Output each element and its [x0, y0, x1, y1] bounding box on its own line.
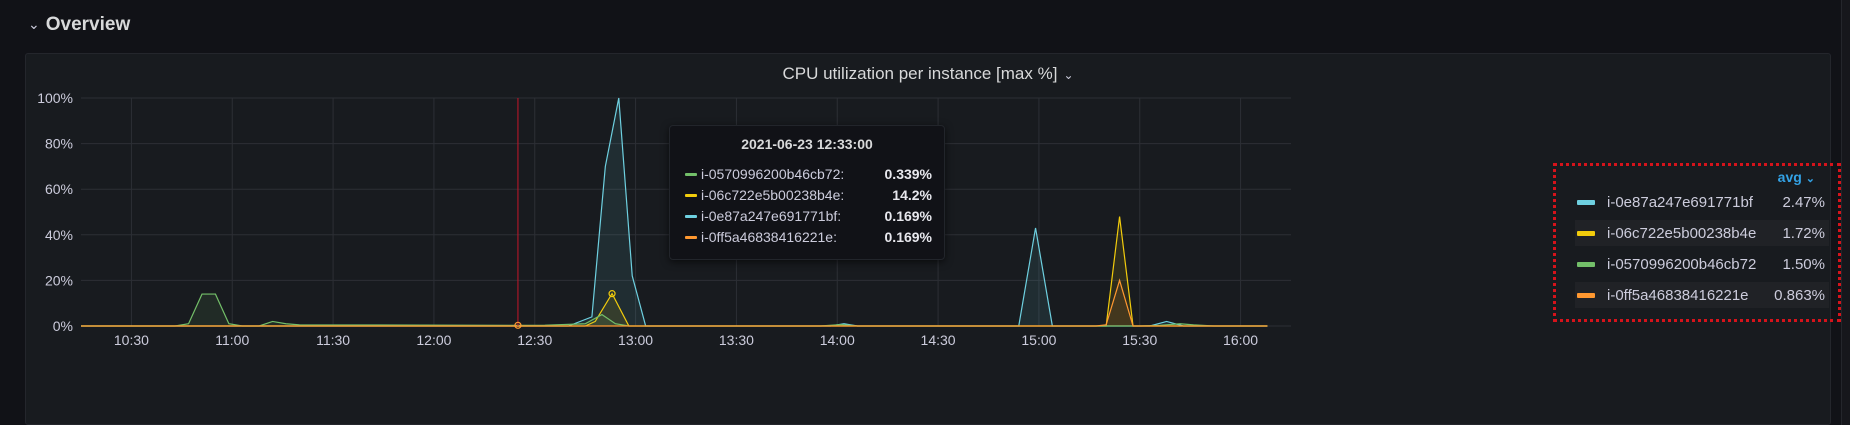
tooltip-row: i-06c722e5b00238b4e: 14.2%: [685, 185, 932, 205]
chevron-down-icon[interactable]: ⌄: [28, 15, 40, 32]
row-header-overview[interactable]: ⌄ Overview: [28, 12, 130, 38]
panel-title[interactable]: CPU utilization per instance [max %] ⌄: [26, 64, 1830, 84]
series-area: [81, 294, 1268, 326]
legend-series-avg: 0.863%: [1774, 286, 1825, 304]
cursor-marker: [514, 321, 522, 329]
x-tick-label: 14:00: [820, 332, 855, 348]
tooltip-row: i-0ff5a46838416221e: 0.169%: [685, 227, 932, 247]
tooltip-time: 2021-06-23 12:33:00: [741, 136, 873, 152]
x-tick-label: 10:30: [114, 332, 149, 348]
y-tick-label: 0%: [53, 318, 73, 334]
x-tick-label: 14:30: [921, 332, 956, 348]
hover-tooltip: 2021-06-23 12:33:00 i-0570996200b46cb72:…: [669, 125, 945, 260]
panel-title-text[interactable]: CPU utilization per instance [max %]: [782, 64, 1058, 83]
x-tick-label: 12:30: [517, 332, 552, 348]
y-tick-label: 60%: [45, 181, 73, 197]
tooltip-series-value: 0.169%: [884, 229, 932, 245]
x-tick-label: 13:30: [719, 332, 754, 348]
x-tick-label: 16:00: [1223, 332, 1258, 348]
page-scrollbar[interactable]: [1841, 0, 1850, 425]
legend-series-avg: 2.47%: [1782, 193, 1825, 211]
x-tick-label: 11:30: [316, 332, 350, 348]
cursor-marker: [608, 290, 616, 298]
legend-series-name[interactable]: i-0ff5a46838416221e: [1607, 286, 1749, 304]
y-tick-label: 100%: [37, 90, 73, 106]
chevron-down-icon[interactable]: ⌄: [1805, 173, 1815, 185]
tooltip-series-name: i-06c722e5b00238b4e:: [701, 187, 845, 203]
cpu-utilization-panel: CPU utilization per instance [max %] ⌄ 0%…: [25, 53, 1841, 425]
tooltip-series-value: 14.2%: [892, 187, 932, 203]
tooltip-row: i-0e87a247e691771bf: 0.169%: [685, 206, 932, 226]
legend-series-name[interactable]: i-0570996200b46cb72: [1607, 255, 1757, 273]
x-tick-label: 13:00: [618, 332, 653, 348]
series-area: [81, 280, 1268, 326]
x-tick-label: 11:00: [215, 332, 249, 348]
chevron-down-icon[interactable]: ⌄: [1063, 68, 1074, 82]
tooltip-series-name: i-0ff5a46838416221e:: [701, 229, 837, 245]
legend-item[interactable]: i-0ff5a46838416221e 0.863%: [1575, 282, 1829, 308]
legend-sort-avg[interactable]: avg ⌄: [1778, 169, 1815, 185]
tooltip-series-name: i-0570996200b46cb72:: [701, 166, 845, 182]
legend-header-label[interactable]: avg: [1777, 169, 1802, 185]
series-color-swatch: [1577, 292, 1595, 298]
y-tick-label: 40%: [45, 227, 73, 243]
y-tick-label: 20%: [45, 272, 73, 288]
series-color-swatch: [685, 235, 697, 239]
series-line: [81, 293, 1268, 327]
series-color-swatch: [1577, 230, 1595, 236]
legend-series-avg: 1.50%: [1782, 255, 1825, 273]
tooltip-series-value: 0.169%: [884, 208, 932, 224]
series-legend: avg ⌄ i-0e87a247e691771bf 2.47% i-06c722e…: [1553, 163, 1841, 322]
legend-series-avg: 1.72%: [1782, 224, 1825, 242]
row-title: Overview: [45, 14, 131, 35]
legend-item[interactable]: i-06c722e5b00238b4e 1.72%: [1575, 220, 1829, 246]
series-color-swatch: [685, 172, 697, 176]
legend-item[interactable]: i-0570996200b46cb72 1.50%: [1575, 251, 1829, 277]
tooltip-series-name: i-0e87a247e691771bf:: [701, 208, 842, 224]
y-tick-label: 80%: [45, 136, 73, 152]
legend-item[interactable]: i-0e87a247e691771bf 2.47%: [1575, 189, 1829, 215]
series-color-swatch: [685, 193, 697, 197]
tooltip-series-value: 0.339%: [884, 166, 932, 182]
series-line: [81, 97, 1268, 327]
x-tick-label: 15:30: [1122, 332, 1157, 348]
legend-series-name[interactable]: i-06c722e5b00238b4e: [1607, 224, 1757, 242]
series-color-swatch: [685, 214, 697, 218]
x-tick-label: 15:00: [1021, 332, 1056, 348]
cpu-chart[interactable]: 0% 20% 40% 60% 80% 100% 10:30 11:00 11:30 12:00 12…: [26, 54, 1546, 424]
series-line: [81, 278, 1268, 327]
tooltip-row: i-0570996200b46cb72: 0.339%: [685, 164, 932, 184]
series-color-swatch: [1577, 199, 1595, 205]
series-color-swatch: [1577, 261, 1595, 267]
x-tick-label: 12:00: [416, 332, 451, 348]
legend-series-name[interactable]: i-0e87a247e691771bf: [1607, 193, 1753, 211]
